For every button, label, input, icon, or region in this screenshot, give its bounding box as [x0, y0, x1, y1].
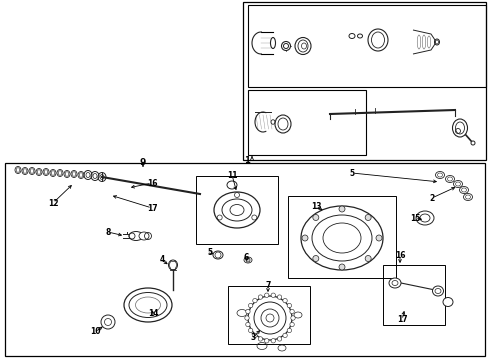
Ellipse shape [301, 43, 307, 49]
Circle shape [283, 298, 287, 303]
Text: 14: 14 [148, 310, 158, 319]
Text: 17: 17 [397, 315, 407, 324]
Circle shape [271, 293, 275, 297]
Circle shape [287, 328, 292, 333]
Text: 10: 10 [90, 328, 100, 337]
Ellipse shape [270, 37, 275, 49]
Bar [228, 286, 310, 344]
Circle shape [277, 337, 282, 341]
Circle shape [290, 309, 294, 314]
Ellipse shape [284, 44, 289, 49]
Circle shape [253, 298, 257, 303]
Ellipse shape [129, 231, 143, 240]
Ellipse shape [248, 296, 292, 340]
Bar [196, 176, 278, 244]
Text: 16: 16 [147, 179, 157, 188]
Text: 4: 4 [159, 256, 165, 265]
Bar [288, 196, 396, 278]
Text: 1: 1 [244, 156, 250, 165]
Circle shape [258, 295, 263, 299]
Circle shape [287, 303, 292, 308]
Text: 8: 8 [105, 228, 111, 237]
Circle shape [248, 303, 253, 308]
Text: 5: 5 [207, 248, 213, 257]
Circle shape [339, 206, 345, 212]
Ellipse shape [443, 297, 453, 306]
Text: 16: 16 [395, 251, 405, 260]
Circle shape [291, 316, 295, 320]
Bar [5, 163, 485, 356]
Ellipse shape [298, 40, 308, 52]
Circle shape [245, 316, 249, 320]
Circle shape [339, 264, 345, 270]
Circle shape [277, 295, 282, 299]
Circle shape [265, 338, 269, 343]
Ellipse shape [389, 278, 401, 288]
Bar [383, 265, 445, 325]
Text: 9: 9 [140, 158, 146, 166]
Circle shape [290, 322, 294, 327]
Ellipse shape [214, 192, 260, 228]
Ellipse shape [139, 232, 149, 240]
Ellipse shape [416, 211, 434, 225]
Circle shape [253, 333, 257, 338]
Circle shape [258, 337, 263, 341]
Circle shape [101, 315, 115, 329]
Ellipse shape [301, 206, 383, 270]
Ellipse shape [433, 286, 443, 296]
Circle shape [248, 328, 253, 333]
Circle shape [246, 258, 250, 262]
Circle shape [283, 333, 287, 338]
Ellipse shape [281, 41, 291, 50]
Ellipse shape [124, 288, 172, 322]
Bar [248, 90, 366, 155]
Text: 13: 13 [311, 202, 321, 211]
Circle shape [245, 322, 250, 327]
Ellipse shape [452, 119, 467, 137]
Text: 5: 5 [349, 168, 355, 177]
Ellipse shape [295, 37, 311, 54]
Bar [248, 5, 486, 87]
Text: 6: 6 [244, 252, 248, 261]
Text: 12: 12 [48, 198, 58, 207]
Text: 15: 15 [410, 213, 420, 222]
Circle shape [302, 235, 308, 241]
Text: 7: 7 [265, 282, 270, 291]
Circle shape [376, 235, 382, 241]
Circle shape [265, 293, 269, 297]
Circle shape [313, 215, 319, 220]
Circle shape [365, 256, 371, 261]
Text: 3: 3 [250, 333, 256, 342]
Circle shape [365, 215, 371, 220]
Circle shape [245, 309, 250, 314]
Circle shape [313, 256, 319, 261]
Ellipse shape [471, 141, 475, 145]
Circle shape [271, 338, 275, 343]
Bar [243, 2, 486, 160]
Text: 17: 17 [147, 203, 157, 212]
Text: 11: 11 [227, 171, 237, 180]
Text: 2: 2 [429, 194, 435, 202]
